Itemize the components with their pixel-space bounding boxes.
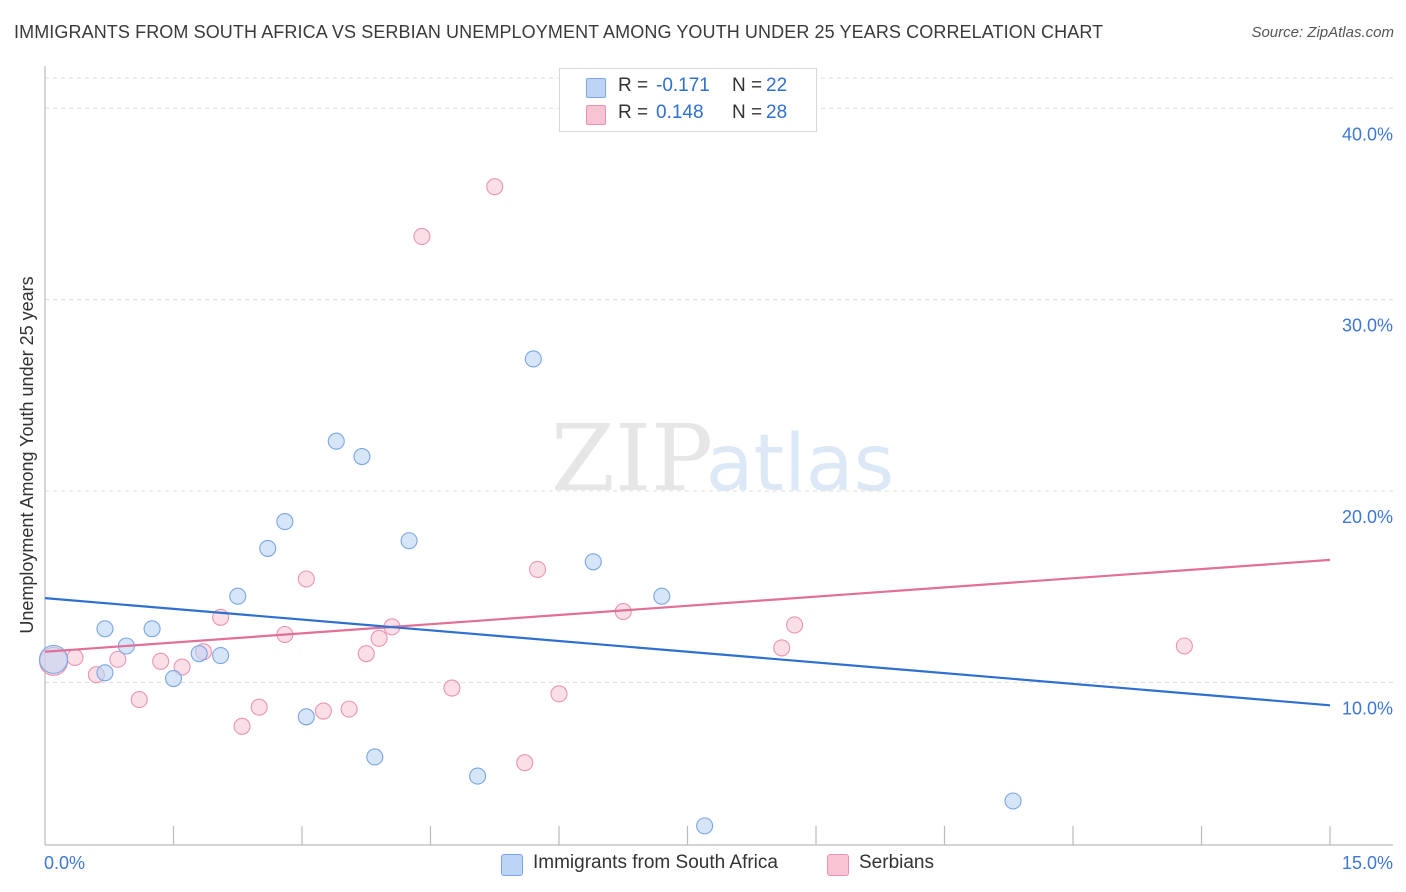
immigrants-point <box>96 620 114 638</box>
immigrants-point <box>212 647 230 665</box>
serbians-point <box>786 616 804 634</box>
immigrants-point <box>400 532 418 550</box>
serbians-point <box>1175 637 1193 655</box>
serbians-point <box>550 685 568 703</box>
serbians-point <box>340 700 358 718</box>
x-tick-label-min: 0.0% <box>44 853 85 873</box>
y-tick-label: 10.0% <box>1342 698 1393 718</box>
y-tick-label: 20.0% <box>1342 507 1393 527</box>
serbians-point <box>233 717 251 735</box>
immigrants-point <box>584 553 602 571</box>
immigrants-point <box>366 748 384 766</box>
immigrants-point <box>524 350 542 368</box>
y-axis-label: Unemployment Among Youth under 25 years <box>17 276 37 633</box>
serbians-point <box>66 648 84 667</box>
source-label: Source: ZipAtlas.com <box>1251 24 1394 41</box>
serbians-point <box>773 639 791 657</box>
serbians-point <box>173 658 191 676</box>
serbians-point <box>529 560 547 578</box>
legend-r-value: 0.148 <box>656 102 704 123</box>
legend-swatch-serbians <box>586 105 606 125</box>
immigrants-trend-line <box>44 597 1331 707</box>
immigrants-point <box>353 447 371 466</box>
bottom-legend-label: Immigrants from South Africa <box>533 852 778 873</box>
legend-n-label: N = <box>732 102 763 123</box>
legend-n-value: 28 <box>766 102 788 123</box>
serbians-point <box>109 650 127 668</box>
gridlines <box>45 77 1393 683</box>
immigrants-point <box>297 708 315 726</box>
y-tick-label: 30.0% <box>1342 316 1393 336</box>
serbians-point <box>297 570 315 588</box>
immigrants-point <box>190 645 208 663</box>
bottom-legend-swatch-immigrants <box>501 854 523 876</box>
axes <box>44 66 1393 846</box>
immigrants-point <box>469 767 487 785</box>
serbians-point <box>413 227 431 246</box>
immigrants-point <box>164 669 183 688</box>
legend-r-label: R = <box>618 102 649 123</box>
serbians-point <box>357 645 375 663</box>
serbians-point <box>130 691 148 709</box>
watermark-zip: ZIP <box>551 405 713 512</box>
y-tick-label: 40.0% <box>1342 124 1393 144</box>
serbians-point <box>314 702 332 720</box>
immigrants-point <box>1004 792 1022 810</box>
immigrants-point <box>327 432 345 450</box>
chart-title: IMMIGRANTS FROM SOUTH AFRICA VS SERBIAN … <box>14 22 1104 42</box>
tick-labels: 10.0% 20.0% 30.0% 40.0% 0.0% 15.0% <box>44 124 1393 873</box>
bottom-legend-swatch-serbians <box>827 854 849 876</box>
bottom-legend-label: Serbians <box>859 852 934 873</box>
serbians-trend-line <box>44 558 1331 653</box>
serbians-point <box>250 698 268 716</box>
legend-r-value: -0.171 <box>656 75 710 96</box>
immigrants-points <box>39 350 1022 835</box>
immigrants-point <box>653 587 671 605</box>
serbians-point <box>152 652 170 670</box>
immigrants-point <box>696 817 714 835</box>
trend-lines <box>44 558 1331 707</box>
serbians-point <box>370 629 388 647</box>
serbians-point <box>486 178 504 196</box>
watermark-atlas: atlas <box>706 419 895 509</box>
serbians-point <box>516 754 534 772</box>
serbians-point <box>443 679 461 697</box>
immigrants-point <box>143 620 161 638</box>
immigrants-point <box>229 587 247 605</box>
legend-r-label: R = <box>618 75 649 96</box>
legend-n-value: 22 <box>766 75 788 96</box>
immigrants-point <box>96 664 114 682</box>
immigrants-point <box>259 539 277 557</box>
immigrants-point <box>276 513 294 531</box>
legend-n-label: N = <box>732 75 763 96</box>
legend-swatch-immigrants <box>586 78 606 98</box>
x-tick-label-max: 15.0% <box>1342 853 1393 873</box>
watermark: ZIP atlas <box>551 405 894 512</box>
correlation-legend: R = -0.171 N = 22 R = 0.148 N = 28 <box>559 68 817 132</box>
